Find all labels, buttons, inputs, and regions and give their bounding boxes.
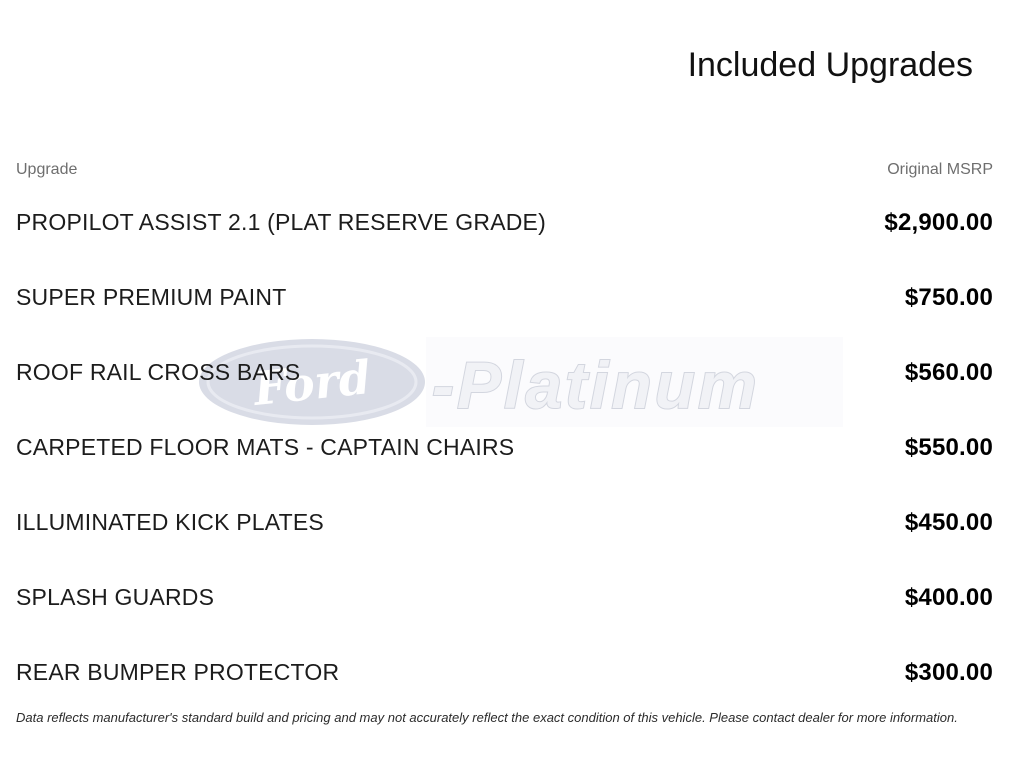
table-row: ROOF RAIL CROSS BARS $560.00 xyxy=(16,335,993,410)
upgrade-name: ROOF RAIL CROSS BARS xyxy=(16,359,301,385)
upgrades-table-header: Upgrade Original MSRP xyxy=(16,161,993,179)
upgrade-msrp: $2,900.00 xyxy=(884,208,993,236)
page-title: Included Upgrades xyxy=(687,46,973,84)
upgrade-name: REAR BUMPER PROTECTOR xyxy=(16,659,340,685)
upgrade-msrp: $300.00 xyxy=(904,658,993,686)
upgrades-table: Upgrade Original MSRP PROPILOT ASSIST 2.… xyxy=(16,161,993,710)
table-row: SPLASH GUARDS $400.00 xyxy=(16,560,993,635)
table-row: REAR BUMPER PROTECTOR $300.00 xyxy=(16,635,993,710)
table-row: SUPER PREMIUM PAINT $750.00 xyxy=(16,260,993,335)
upgrade-name: SUPER PREMIUM PAINT xyxy=(16,284,287,310)
column-header-msrp: Original MSRP xyxy=(887,161,993,178)
upgrade-name: CARPETED FLOOR MATS - CAPTAIN CHAIRS xyxy=(16,434,515,460)
upgrade-msrp: $450.00 xyxy=(904,508,993,536)
table-row: ILLUMINATED KICK PLATES $450.00 xyxy=(16,485,993,560)
table-row: PROPILOT ASSIST 2.1 (PLAT RESERVE GRADE)… xyxy=(16,185,993,260)
upgrade-name: SPLASH GUARDS xyxy=(16,584,215,610)
upgrade-msrp: $400.00 xyxy=(904,583,993,611)
table-row: CARPETED FLOOR MATS - CAPTAIN CHAIRS $55… xyxy=(16,410,993,485)
upgrade-name: PROPILOT ASSIST 2.1 (PLAT RESERVE GRADE) xyxy=(16,209,546,235)
upgrade-name: ILLUMINATED KICK PLATES xyxy=(16,509,324,535)
pricing-disclaimer: Data reflects manufacturer's standard bu… xyxy=(16,710,958,725)
upgrade-msrp: $750.00 xyxy=(904,283,993,311)
upgrades-table-body: PROPILOT ASSIST 2.1 (PLAT RESERVE GRADE)… xyxy=(16,185,993,710)
column-header-upgrade: Upgrade xyxy=(16,161,78,178)
upgrade-msrp: $560.00 xyxy=(904,358,993,386)
upgrade-msrp: $550.00 xyxy=(904,433,993,461)
